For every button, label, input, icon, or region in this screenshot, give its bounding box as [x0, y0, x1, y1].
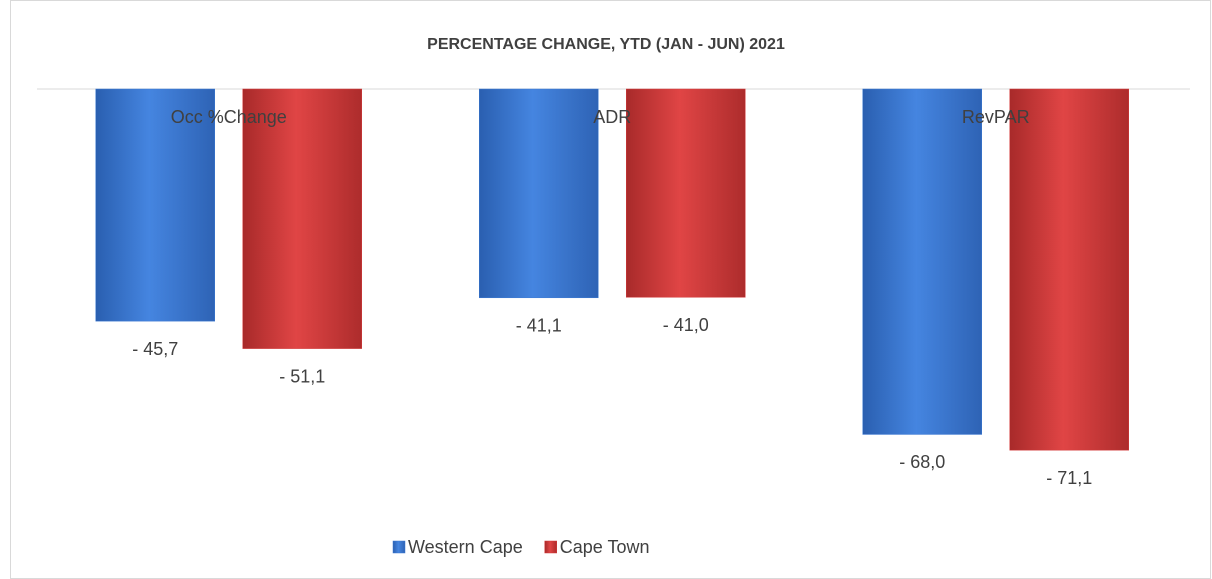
value-label: - 51,1 [279, 366, 325, 386]
legend-swatch [392, 540, 406, 554]
category-label: Occ %Change [171, 107, 287, 127]
value-label: - 68,0 [899, 452, 945, 472]
legend-label: Western Cape [408, 537, 523, 557]
value-label: - 71,1 [1046, 468, 1092, 488]
bar [626, 88, 746, 298]
legend-swatch [544, 540, 557, 554]
value-label: - 45,7 [132, 339, 178, 359]
legend-label: Cape Town [560, 537, 650, 557]
bar [95, 88, 215, 322]
category-label: RevPAR [962, 107, 1030, 127]
bar [479, 88, 599, 299]
bar [1009, 88, 1129, 451]
category-label: ADR [593, 107, 631, 127]
value-label: - 41,1 [516, 316, 562, 336]
bar [242, 88, 362, 349]
chart-title: PERCENTAGE CHANGE, YTD (JAN - JUN) 2021 [427, 36, 785, 53]
bar [862, 88, 982, 435]
value-label: - 41,0 [663, 315, 709, 335]
